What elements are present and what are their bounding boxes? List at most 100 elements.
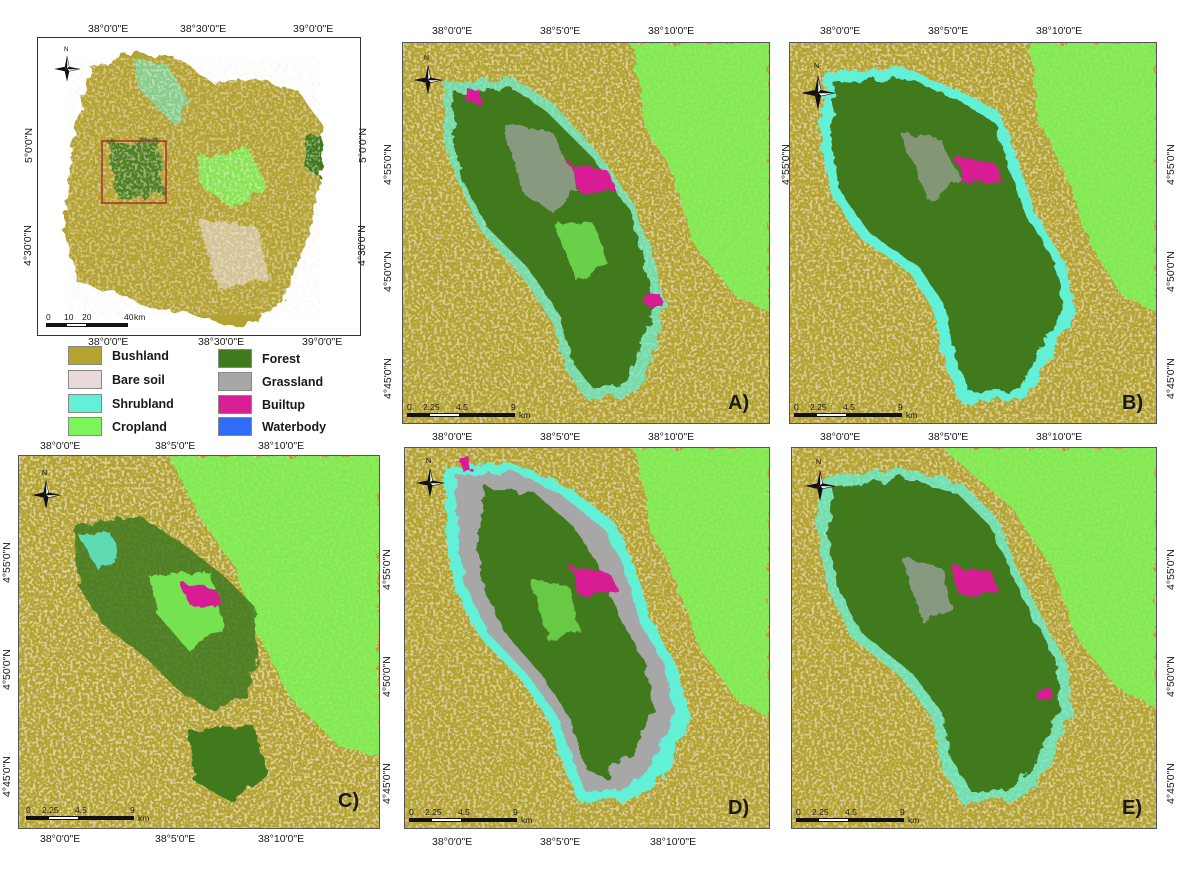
- legend-swatch-shrubland: [68, 394, 102, 413]
- panel-a-scale: 0 2.25 4.5 9 km: [407, 402, 537, 420]
- legend-label-forest: Forest: [262, 351, 301, 366]
- legend-label-builtup: Builtup: [262, 397, 306, 412]
- panel-b-top-lon-1: 38°0'0"E: [820, 25, 861, 37]
- panel-b-top-lon-2: 38°5'0"E: [928, 25, 969, 37]
- legend-grassland: Grassland: [218, 372, 323, 391]
- panel-e-scale-tick-0: 0: [796, 807, 801, 817]
- panel-e-svg: N: [792, 448, 1156, 828]
- panel-d-scale-unit: km: [521, 815, 533, 825]
- panel-a-top-lon-2: 38°5'0"E: [540, 25, 581, 37]
- panel-b-scale-tick-3: 9: [898, 402, 903, 412]
- inset-map-frame: N: [37, 37, 361, 336]
- inset-scale-unit: km: [134, 312, 146, 322]
- panel-c-scale: 0 2.25 4.5 9 km: [26, 805, 156, 823]
- legend-swatch-builtup: [218, 395, 252, 414]
- inset-scale-tick-3: 40: [124, 312, 134, 322]
- inset-bottom-lon-1: 38°0'0"E: [88, 336, 129, 348]
- inset-lat-right-2: 4°30'0"N: [356, 225, 368, 266]
- panel-b-scale-tick-0: 0: [794, 402, 799, 412]
- svg-text:N: N: [816, 459, 821, 466]
- panel-c-lat-1: 4°55'0"N: [1, 542, 13, 583]
- svg-text:N: N: [814, 63, 819, 70]
- panel-a-bottom-lon-2: 38°5'0"E: [540, 431, 581, 443]
- panel-d-scale-tick-1: 2.25: [425, 807, 442, 817]
- panel-c-svg: N: [19, 456, 379, 828]
- panel-a-scale-tick-3: 9: [511, 402, 516, 412]
- panel-c-top-lon-1: 38°0'0"E: [40, 440, 81, 452]
- inset-top-lon-1: 38°0'0"E: [88, 23, 129, 35]
- legend-bushland: Bushland: [68, 346, 169, 365]
- panel-d-scale-tick-0: 0: [409, 807, 414, 817]
- svg-text:N: N: [424, 55, 429, 62]
- panel-b-lat-1: 4°55'0"N: [1165, 144, 1177, 185]
- panel-a-lat-1: 4°55'0"N: [382, 144, 394, 185]
- inset-scale-tick-0: 0: [46, 312, 51, 322]
- inset-scale-tick-1: 10: [64, 312, 74, 322]
- legend-swatch-bare-soil: [68, 370, 102, 389]
- panel-b-top-lon-3: 38°10'0"E: [1036, 25, 1083, 37]
- legend-label-bushland: Bushland: [112, 348, 169, 363]
- panel-e-scale: 0 2.25 4.5 9 km: [796, 807, 926, 825]
- panel-e-scale-tick-1: 2.25: [812, 807, 829, 817]
- panel-d-bottom-lon-1: 38°0'0"E: [432, 836, 473, 848]
- panel-b-scale: 0 2.25 4.5 9 km: [794, 402, 924, 420]
- inset-scale-bar: 0 10 20 40 km: [46, 312, 166, 330]
- panel-c-scale-tick-1: 2.25: [42, 805, 59, 815]
- inset-lat-left-2: 4°30'0"N: [22, 225, 34, 266]
- inset-map: N: [38, 38, 360, 335]
- legend-swatch-waterbody: [218, 417, 252, 436]
- panel-d-label: D): [728, 797, 750, 819]
- panel-c-top-lon-3: 38°10'0"E: [258, 440, 305, 452]
- inset-bottom-lon-2: 38°30'0"E: [198, 336, 245, 348]
- legend-cropland: Cropland: [68, 417, 167, 436]
- panel-e-label: E): [1122, 797, 1142, 819]
- panel-b-lat-2: 4°50'0"N: [1165, 251, 1177, 292]
- svg-text:N: N: [426, 458, 431, 465]
- panel-d-scale: 0 2.25 4.5 9 km: [409, 807, 539, 825]
- panel-c-lat-2: 4°50'0"N: [1, 649, 13, 690]
- panel-c-bottom-lon-3: 38°10'0"E: [258, 833, 305, 845]
- legend-label-waterbody: Waterbody: [262, 419, 327, 434]
- panel-e-lat-1: 4°55'0"N: [1165, 549, 1177, 590]
- panel-b-bottom-lon-1: 38°0'0"E: [820, 431, 861, 443]
- panel-d-bottom-lon-2: 38°5'0"E: [540, 836, 581, 848]
- panel-b-svg: N: [790, 43, 1156, 423]
- panel-a-top-lon-3: 38°10'0"E: [648, 25, 695, 37]
- panel-c-label: C): [338, 790, 360, 812]
- panel-b-scale-tick-1: 2.25: [810, 402, 827, 412]
- legend-swatch-bushland: [68, 346, 102, 365]
- panel-b-lat-3: 4°45'0"N: [1165, 358, 1177, 399]
- legend-shrubland: Shrubland: [68, 394, 174, 413]
- panel-a-scale-tick-1: 2.25: [423, 402, 440, 412]
- panel-e-scale-tick-3: 9: [900, 807, 905, 817]
- panel-c-map: N: [18, 455, 380, 829]
- panel-c-scale-unit: km: [138, 813, 150, 823]
- panel-d-bottom-lon-3: 38°10'0"E: [650, 836, 697, 848]
- panel-b-bottom-lon-2: 38°5'0"E: [928, 431, 969, 443]
- legend-label-shrubland: Shrubland: [112, 396, 174, 411]
- panel-c-bottom-lon-1: 38°0'0"E: [40, 833, 81, 845]
- panel-a-scale-tick-2: 4.5: [456, 402, 468, 412]
- panel-d-map: N: [404, 447, 770, 829]
- panel-a-scale-tick-0: 0: [407, 402, 412, 412]
- panel-a-scale-unit: km: [519, 410, 531, 420]
- inset-lat-right-1: 5°0'0"N: [357, 127, 369, 163]
- inset-lat-left-1: 5°0'0"N: [23, 127, 35, 163]
- study-area-box: [101, 140, 167, 204]
- legend-label-grassland: Grassland: [262, 374, 324, 389]
- panel-d-lat-2: 4°50'0"N: [381, 656, 393, 697]
- panel-e-scale-unit: km: [908, 815, 920, 825]
- legend-builtup: Builtup: [218, 395, 305, 414]
- panel-d-lat-1: 4°55'0"N: [381, 549, 393, 590]
- panel-c-scale-tick-3: 9: [130, 805, 135, 815]
- panel-d-lat-3: 4°45'0"N: [381, 763, 393, 804]
- panel-c-scale-tick-0: 0: [26, 805, 31, 815]
- inset-top-lon-2: 38°30'0"E: [180, 23, 227, 35]
- panel-d-svg: N: [405, 448, 769, 828]
- panel-c-lat-3: 4°45'0"N: [1, 756, 13, 797]
- panel-b-scale-unit: km: [906, 410, 918, 420]
- panel-a-bottom-lon-3: 38°10'0"E: [648, 431, 695, 443]
- panel-a-bottom-lon-1: 38°0'0"E: [432, 431, 473, 443]
- panel-d-scale-tick-3: 9: [513, 807, 518, 817]
- inset-bottom-lon-3: 39°0'0"E: [302, 336, 343, 348]
